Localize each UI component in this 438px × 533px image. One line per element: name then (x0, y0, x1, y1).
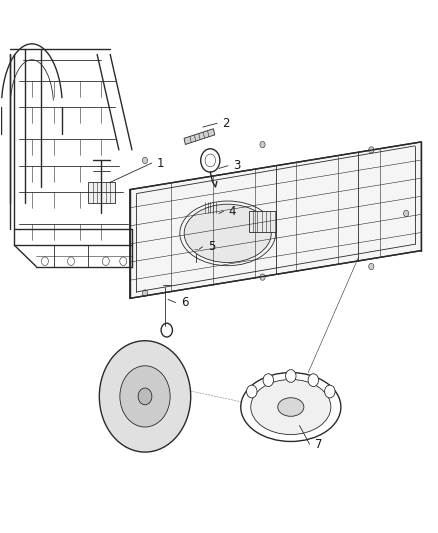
Circle shape (161, 278, 169, 287)
Circle shape (138, 388, 152, 405)
Text: 1: 1 (157, 157, 164, 169)
Text: 7: 7 (315, 438, 322, 450)
Circle shape (308, 374, 318, 386)
Ellipse shape (278, 398, 304, 416)
Circle shape (99, 341, 191, 452)
Text: 2: 2 (222, 117, 230, 130)
Text: 3: 3 (233, 159, 240, 172)
Polygon shape (184, 129, 215, 144)
Polygon shape (130, 142, 421, 298)
Circle shape (286, 369, 296, 382)
Polygon shape (219, 198, 224, 214)
Circle shape (369, 147, 374, 153)
Text: 4: 4 (229, 205, 236, 218)
Circle shape (260, 141, 265, 148)
Circle shape (260, 274, 265, 280)
Circle shape (403, 211, 409, 216)
Polygon shape (88, 182, 115, 203)
Circle shape (325, 385, 335, 398)
Polygon shape (203, 202, 219, 214)
Circle shape (142, 290, 148, 296)
Circle shape (192, 244, 200, 254)
Circle shape (120, 366, 170, 427)
Ellipse shape (251, 379, 331, 434)
Polygon shape (203, 198, 224, 202)
Ellipse shape (184, 204, 271, 263)
Text: 6: 6 (181, 296, 188, 309)
Circle shape (263, 374, 273, 386)
Circle shape (369, 263, 374, 270)
Text: 5: 5 (208, 240, 215, 253)
Circle shape (247, 385, 257, 398)
Circle shape (142, 157, 148, 164)
Polygon shape (250, 211, 276, 232)
